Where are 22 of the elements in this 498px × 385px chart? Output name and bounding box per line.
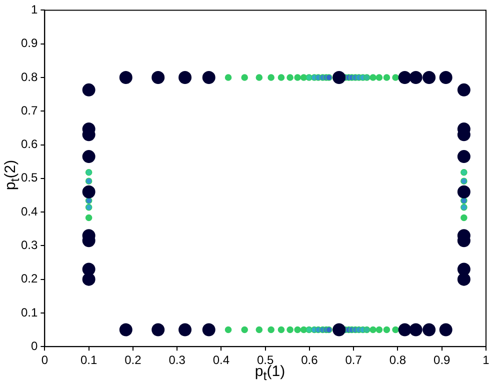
x-tick-label: 0.4	[212, 353, 230, 368]
y-tick-label: 0.4	[20, 204, 38, 218]
x-axis-title: p$_{t}$(1)	[254, 363, 286, 383]
y-tick-label: 0.8	[20, 70, 38, 84]
x-tick-label: 0.6	[301, 353, 318, 368]
y-tick-label: 0.3	[20, 238, 38, 252]
x-tick-label: 0.9	[434, 353, 451, 368]
y-tick-label: 0.6	[20, 137, 38, 152]
x-tick-label: 0.1	[80, 353, 98, 368]
x-tick-label: 0.2	[124, 353, 142, 368]
x-tick-label: 1	[482, 353, 490, 368]
y-tick-label: 1	[30, 2, 38, 17]
y-tick-label: 0.5	[20, 170, 38, 185]
y-tick-label: 0.2	[20, 272, 38, 286]
x-tick-label: 0	[41, 353, 48, 368]
x-tick-label: 0.8	[389, 353, 406, 368]
x-tick-label: 0.7	[345, 353, 362, 368]
y-tick-label: 0.7	[20, 103, 38, 118]
y-tick-label: 0.9	[20, 36, 38, 50]
x-tick-label: 0.3	[168, 353, 186, 368]
y-tick-label: 0.1	[20, 305, 38, 320]
y-tick-label: 0	[30, 338, 38, 353]
